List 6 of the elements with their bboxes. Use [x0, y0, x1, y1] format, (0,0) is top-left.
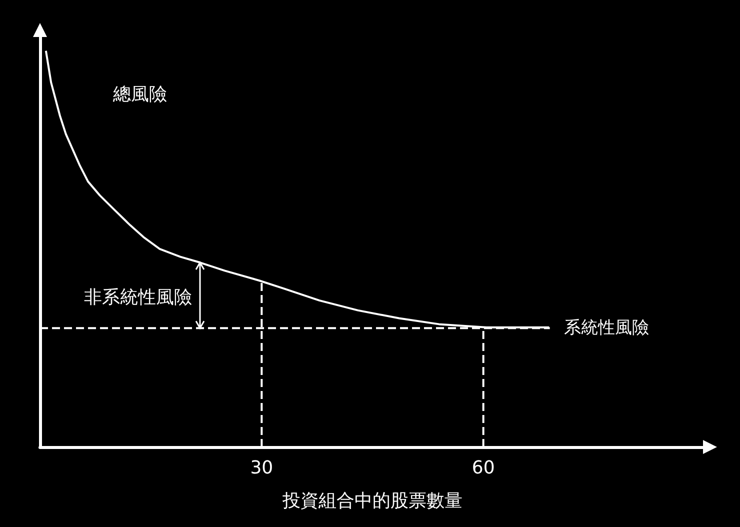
series-label: 系統性風險	[564, 318, 649, 338]
annotation: 非系統性風險	[84, 286, 192, 308]
annotation: 總風險	[112, 84, 167, 105]
x-tick-label: 30	[250, 458, 274, 478]
x-axis-title: 投資組合中的股票數量	[282, 490, 462, 512]
x-tick-label: 60	[472, 458, 495, 478]
